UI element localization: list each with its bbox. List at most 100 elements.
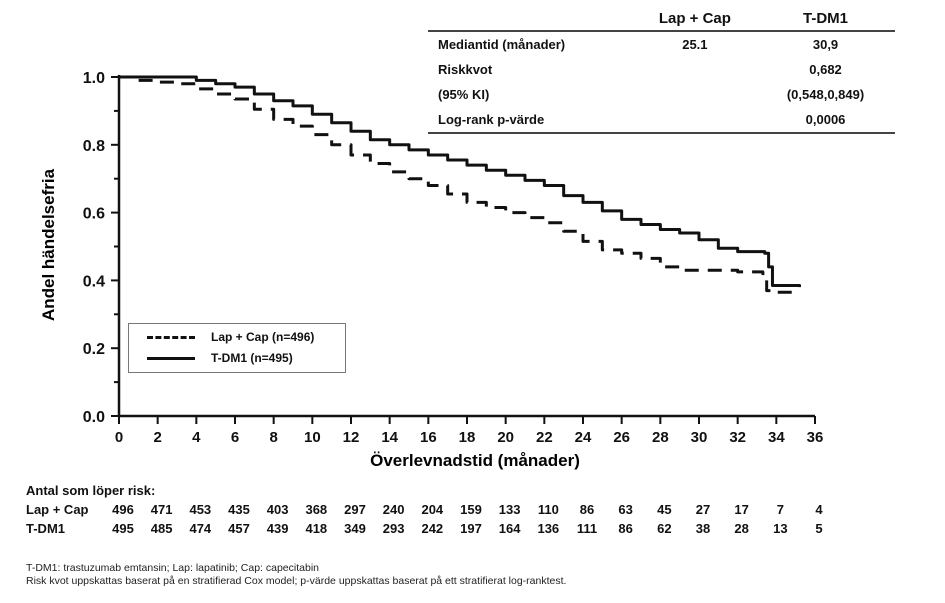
risk-count: 110 bbox=[537, 502, 559, 517]
y-tick-label: 0.6 bbox=[83, 206, 105, 223]
risk-count: 496 bbox=[112, 502, 134, 517]
stats-row: Mediantid (månader) 25.1 30,9 bbox=[428, 32, 895, 57]
y-tick-label: 0.2 bbox=[83, 341, 105, 358]
survival-curves bbox=[119, 75, 802, 294]
legend-label: Lap + Cap (n=496) bbox=[211, 330, 315, 344]
risk-count: 349 bbox=[344, 521, 366, 536]
risk-row-label: Lap + Cap bbox=[26, 502, 89, 517]
risk-count: 38 bbox=[695, 521, 711, 536]
risk-count: 111 bbox=[576, 521, 598, 536]
risk-count: 471 bbox=[150, 502, 173, 517]
risk-count: 4 bbox=[815, 502, 823, 517]
x-tick-label: 22 bbox=[536, 429, 553, 446]
legend-item-tdm1: T-DM1 (n=495) bbox=[129, 348, 293, 368]
risk-count: 86 bbox=[579, 502, 595, 517]
risk-table: Antal som löper risk: Lap + Cap 496 471 45… bbox=[26, 483, 823, 540]
legend-item-lapcap: Lap + Cap (n=496) bbox=[129, 327, 314, 347]
chart-legend: Lap + Cap (n=496) T-DM1 (n=495) bbox=[128, 323, 346, 373]
x-tick-label: 16 bbox=[420, 429, 437, 446]
risk-count: 45 bbox=[657, 502, 672, 517]
footnotes: T-DM1: trastuzumab emtansin; Lap: lapati… bbox=[26, 562, 566, 588]
x-tick-label: 34 bbox=[768, 429, 785, 446]
risk-count: 27 bbox=[695, 502, 711, 517]
x-tick-label: 10 bbox=[304, 429, 321, 446]
risk-count: 439 bbox=[266, 521, 289, 536]
x-tick-label: 36 bbox=[807, 429, 824, 446]
risk-count: 453 bbox=[189, 502, 212, 517]
stats-row: Log-rank p-värde 0,0006 bbox=[428, 107, 895, 132]
risk-count: 293 bbox=[382, 521, 405, 536]
stats-tdm1-value: 0,0006 bbox=[805, 112, 846, 127]
risk-count: 63 bbox=[618, 502, 633, 517]
stats-lapcap-value: 25.1 bbox=[682, 37, 708, 52]
x-tick-label: 4 bbox=[192, 429, 201, 446]
x-tick-label: 2 bbox=[153, 429, 161, 446]
x-tick-label: 0 bbox=[115, 429, 123, 446]
stats-row-label: Log-rank p-värde bbox=[438, 112, 545, 127]
stats-row-label: (95% KI) bbox=[438, 87, 490, 102]
risk-count: 368 bbox=[305, 502, 328, 517]
y-tick-label: 0.0 bbox=[83, 409, 105, 426]
x-tick-label: 8 bbox=[269, 429, 277, 446]
axes: 0.00.20.40.60.81.00 2 4 6 8 10 12 14 16 18 20 22 24 2… bbox=[83, 70, 824, 446]
risk-row-tdm1: T-DM1 495 485 474 457 439 418 349 293 242 197 164 1… bbox=[26, 521, 823, 540]
stats-row: (95% KI) (0,548,0,849) bbox=[428, 82, 895, 107]
dashed-line-swatch bbox=[147, 335, 195, 339]
risk-count: 86 bbox=[618, 521, 633, 536]
x-tick-label: 20 bbox=[497, 429, 514, 446]
stats-tdm1-value: 30,9 bbox=[812, 37, 839, 52]
risk-count: 62 bbox=[657, 521, 672, 536]
risk-count: 28 bbox=[734, 521, 749, 536]
risk-count: 403 bbox=[266, 502, 289, 517]
risk-count: 197 bbox=[460, 521, 482, 536]
stats-tdm1-value: (0,548,0,849) bbox=[786, 87, 865, 102]
x-tick-label: 6 bbox=[231, 429, 239, 446]
risk-count: 457 bbox=[228, 521, 250, 536]
stats-row: Riskkvot 0,682 bbox=[428, 57, 895, 82]
risk-count: 240 bbox=[382, 502, 405, 517]
risk-count: 7 bbox=[776, 502, 784, 517]
risk-table-title: Antal som löper risk: bbox=[26, 483, 156, 498]
risk-count: 485 bbox=[150, 521, 173, 536]
tdm1-curve bbox=[119, 75, 802, 288]
x-tick-label: 24 bbox=[575, 429, 592, 446]
stats-header: Lap + Cap T-DM1 bbox=[428, 6, 895, 30]
x-tick-label: 18 bbox=[459, 429, 476, 446]
risk-count: 474 bbox=[189, 521, 212, 536]
footnote-methods: Risk kvot uppskattas baserat på en strat… bbox=[26, 575, 567, 587]
risk-count: 136 bbox=[537, 521, 560, 536]
risk-count: 435 bbox=[228, 502, 250, 517]
stats-header-tdm1: T-DM1 bbox=[803, 9, 849, 27]
km-chart: 0.00.20.40.60.81.00 2 4 6 8 10 12 14 16 18 20 22 24 2… bbox=[39, 70, 824, 470]
risk-count: 242 bbox=[421, 521, 444, 536]
x-tick-label: 12 bbox=[343, 429, 360, 446]
risk-count: 418 bbox=[305, 521, 328, 536]
risk-count: 133 bbox=[498, 502, 521, 517]
risk-count: 297 bbox=[344, 502, 366, 517]
stats-row-label: Riskkvot bbox=[438, 62, 493, 77]
lapcap-curve bbox=[119, 75, 798, 294]
risk-count: 204 bbox=[421, 502, 444, 517]
stats-tdm1-value: 0,682 bbox=[809, 62, 842, 77]
x-axis-label: Överlevnadstid (månader) bbox=[370, 451, 580, 470]
risk-count: 159 bbox=[460, 502, 482, 517]
risk-count: 5 bbox=[815, 521, 823, 536]
stats-top-rule bbox=[428, 30, 895, 32]
stats-row-label: Mediantid (månader) bbox=[438, 37, 566, 52]
footnote-abbreviations: T-DM1: trastuzumab emtansin; Lap: lapati… bbox=[26, 562, 319, 574]
risk-count: 164 bbox=[498, 521, 521, 536]
stats-table: Lap + Cap T-DM1 Mediantid (månader) 25.1… bbox=[428, 6, 895, 134]
risk-count: 13 bbox=[773, 521, 788, 536]
x-tick-label: 30 bbox=[691, 429, 708, 446]
y-tick-label: 0.8 bbox=[83, 138, 105, 155]
risk-row-label: T-DM1 bbox=[26, 521, 65, 536]
risk-count: 495 bbox=[112, 521, 134, 536]
x-tick-label: 32 bbox=[729, 429, 746, 446]
risk-count: 17 bbox=[734, 502, 749, 517]
legend-label: T-DM1 (n=495) bbox=[211, 351, 293, 365]
risk-row-lapcap: Lap + Cap 496 471 453 435 403 368 297 240 204 159… bbox=[26, 502, 823, 521]
stats-bottom-rule bbox=[428, 132, 895, 134]
y-axis-label: Andel händelsefria bbox=[39, 168, 58, 321]
stats-header-lapcap: Lap + Cap bbox=[658, 9, 731, 27]
y-tick-label: 0.4 bbox=[83, 273, 105, 290]
